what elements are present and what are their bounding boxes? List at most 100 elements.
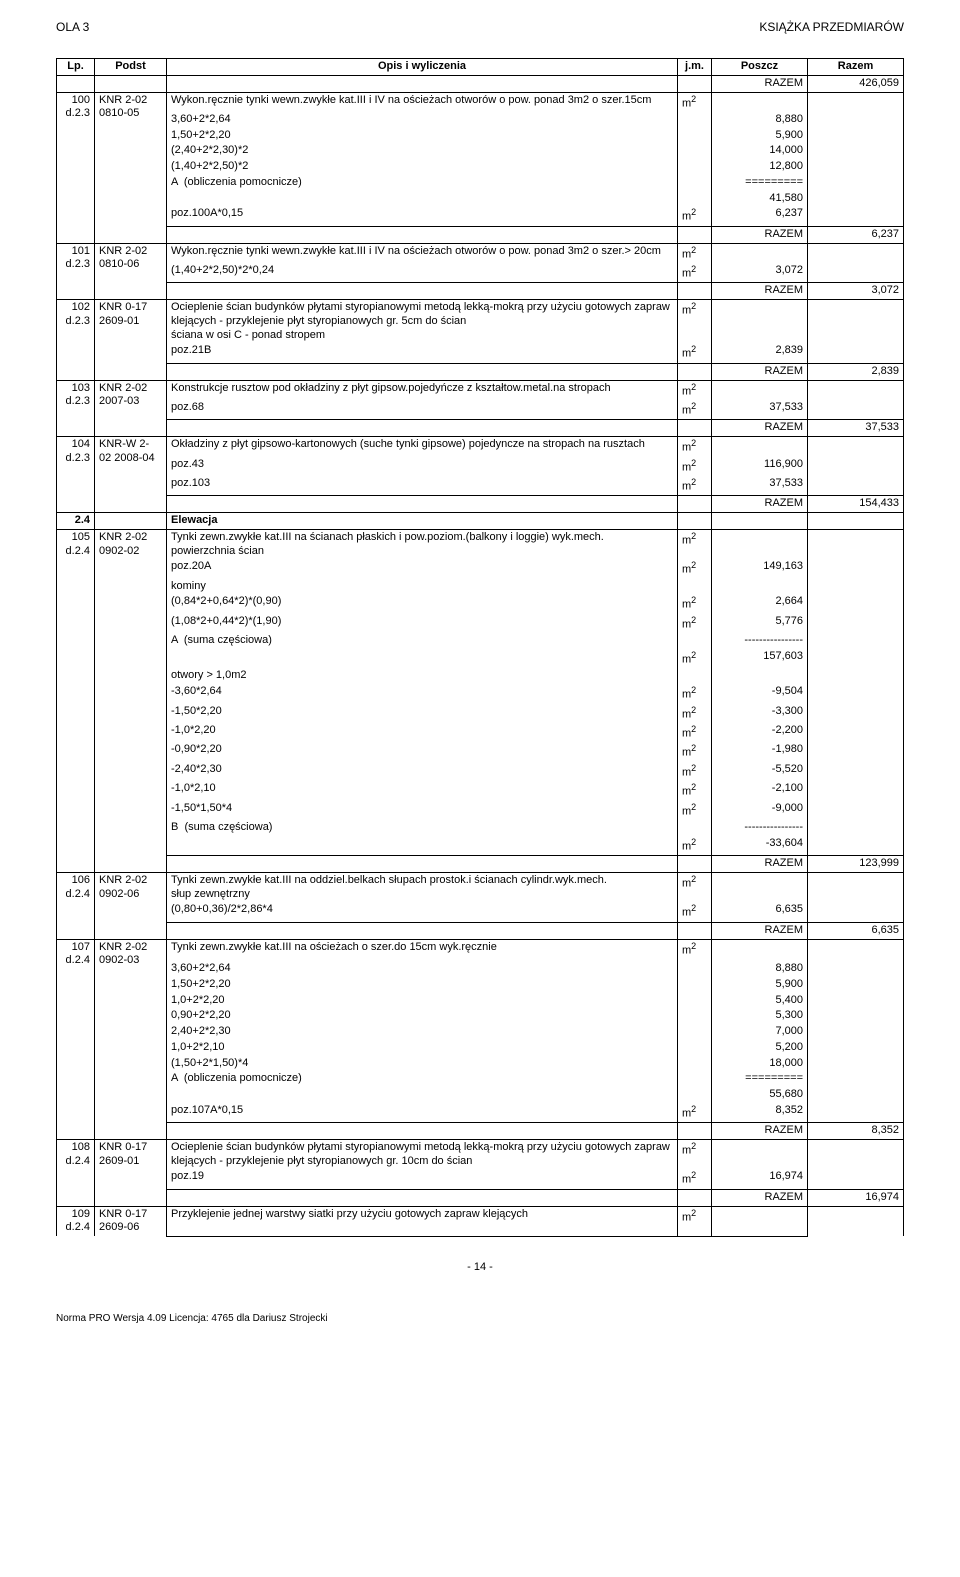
- calc-jm: [678, 820, 712, 836]
- calc-row: 3,60+2*2,648,880: [57, 112, 904, 128]
- calc-val: 116,900: [712, 457, 808, 476]
- calc-expr: -1,0*2,20: [167, 723, 678, 742]
- calc-jm: [678, 993, 712, 1009]
- calc-expr: (2,40+2*2,30)*2: [167, 143, 678, 159]
- calc-val: 5,776: [712, 614, 808, 633]
- jm-cell: m2: [678, 243, 712, 263]
- calc-row: (1,40+2*2,50)*212,800: [57, 159, 904, 175]
- jm-cell: m2: [678, 529, 712, 559]
- calc-val: -2,200: [712, 723, 808, 742]
- calc-jm: m2: [678, 723, 712, 742]
- calc-val: -2,100: [712, 781, 808, 800]
- calc-jm: m2: [678, 263, 712, 283]
- calc-jm: [678, 1056, 712, 1072]
- calc-expr: -3,60*2,64: [167, 684, 678, 703]
- razem-row: RAZEM37,533: [57, 420, 904, 437]
- calc-row: A (obliczenia pomocnicze)=========: [57, 175, 904, 191]
- calc-val: 55,680: [712, 1087, 808, 1103]
- calc-expr: 3,60+2*2,64: [167, 112, 678, 128]
- calc-val: =========: [712, 1071, 808, 1087]
- calc-expr: (1,40+2*2,50)*2*0,24: [167, 263, 678, 283]
- calc-row: 1,0+2*2,205,400: [57, 993, 904, 1009]
- calc-jm: m2: [678, 781, 712, 800]
- lp-cell: 102d.2.3: [57, 300, 95, 364]
- calc-jm: m2: [678, 614, 712, 633]
- calc-jm: m2: [678, 742, 712, 761]
- razem-row: RAZEM2,839: [57, 363, 904, 380]
- calc-val: 5,400: [712, 993, 808, 1009]
- jm-cell: m2: [678, 380, 712, 400]
- calc-row: (1,08*2+0,44*2)*(1,90)m25,776: [57, 614, 904, 633]
- calc-jm: m2: [678, 476, 712, 496]
- calc-jm: [678, 159, 712, 175]
- calc-jm: m2: [678, 649, 712, 668]
- calc-val: 8,352: [712, 1103, 808, 1123]
- calc-expr: -1,0*2,10: [167, 781, 678, 800]
- podst-cell: KNR 2-020902-06: [95, 872, 167, 922]
- desc-cell: Tynki zewn.zwykłe kat.III na ścianach pł…: [167, 529, 678, 559]
- calc-expr: -1,50*2,20: [167, 704, 678, 723]
- razem-cell: [808, 939, 904, 1123]
- podst-cell: KNR 2-020902-02: [95, 529, 167, 855]
- calc-val: -9,504: [712, 684, 808, 703]
- calc-row: -1,50*2,20m2-3,300: [57, 704, 904, 723]
- calc-jm: m2: [678, 836, 712, 856]
- razem-cell: [808, 380, 904, 420]
- calc-expr: A (obliczenia pomocnicze): [167, 175, 678, 191]
- item-head-row: 102d.2.3KNR 0-172609-01Ocieplenie ścian …: [57, 300, 904, 344]
- calc-row: 55,680: [57, 1087, 904, 1103]
- lp-cell: 108d.2.4: [57, 1139, 95, 1189]
- calc-row: m2157,603: [57, 649, 904, 668]
- jm-cell: m2: [678, 92, 712, 112]
- calc-expr: 2,40+2*2,30: [167, 1024, 678, 1040]
- calc-val: 5,300: [712, 1008, 808, 1024]
- desc-cell: Przyklejenie jednej warstwy siatki przy …: [167, 1206, 678, 1236]
- lp-cell: 106d.2.4: [57, 872, 95, 922]
- razem-row: RAZEM6,237: [57, 226, 904, 243]
- calc-jm: [678, 961, 712, 977]
- calc-row: 1,0+2*2,105,200: [57, 1040, 904, 1056]
- item-head-row: 106d.2.4KNR 2-020902-06Tynki zewn.zwykłe…: [57, 872, 904, 902]
- calc-jm: [678, 1008, 712, 1024]
- calc-row: (2,40+2*2,30)*214,000: [57, 143, 904, 159]
- razem-cell: [808, 243, 904, 283]
- calc-val: 3,072: [712, 263, 808, 283]
- calc-val: 16,974: [712, 1169, 808, 1189]
- calc-row: (1,50+2*1,50)*418,000: [57, 1056, 904, 1072]
- calc-row: A (suma częściowa)----------------: [57, 633, 904, 649]
- calc-jm: [678, 175, 712, 191]
- calc-val: 157,603: [712, 649, 808, 668]
- calc-row: A (obliczenia pomocnicze)=========: [57, 1071, 904, 1087]
- calc-row: poz.20Am2149,163: [57, 559, 904, 578]
- calc-row: -1,0*2,10m2-2,100: [57, 781, 904, 800]
- calc-expr: 3,60+2*2,64: [167, 961, 678, 977]
- podst-cell: KNR 2-020810-05: [95, 92, 167, 226]
- calc-val: -5,520: [712, 762, 808, 781]
- calc-expr: -2,40*2,30: [167, 762, 678, 781]
- calc-jm: m2: [678, 801, 712, 820]
- calc-jm: m2: [678, 1169, 712, 1189]
- podst-cell: KNR 0-172609-06: [95, 1206, 167, 1236]
- calc-jm: m2: [678, 1103, 712, 1123]
- app-footer: Norma PRO Wersja 4.09 Licencja: 4765 dla…: [56, 1313, 904, 1324]
- calc-jm: m2: [678, 762, 712, 781]
- calc-jm: m2: [678, 400, 712, 420]
- razem-cell: [808, 872, 904, 922]
- page: OLA 3 KSIĄŻKA PRZEDMIARÓW Lp. Podst Opis…: [0, 0, 960, 1340]
- calc-row: poz.43m2116,900: [57, 457, 904, 476]
- calc-val: 5,200: [712, 1040, 808, 1056]
- calc-row: 1,50+2*2,205,900: [57, 128, 904, 144]
- calc-jm: m2: [678, 594, 712, 613]
- desc-cell: Ocieplenie ścian budynków płytami styrop…: [167, 300, 678, 344]
- calc-expr: 1,50+2*2,20: [167, 128, 678, 144]
- calc-expr: poz.100A*0,15: [167, 206, 678, 226]
- calc-jm: m2: [678, 343, 712, 363]
- calc-row: m2-33,604: [57, 836, 904, 856]
- calc-expr: 1,50+2*2,20: [167, 977, 678, 993]
- col-poszcz: Poszcz: [712, 59, 808, 76]
- jm-cell: m2: [678, 300, 712, 344]
- lp-cell: 100d.2.3: [57, 92, 95, 226]
- lp-cell: 109d.2.4: [57, 1206, 95, 1236]
- lp-cell: 105d.2.4: [57, 529, 95, 855]
- razem-cell: [808, 1206, 904, 1236]
